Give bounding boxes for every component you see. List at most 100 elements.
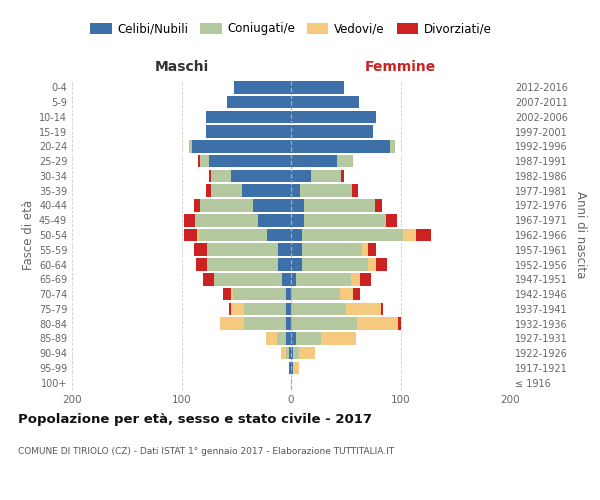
Bar [291,288,340,300]
Text: Femmine: Femmine [0,499,1,500]
Text: COMUNE DI TIRIOLO (CZ) - Dati ISTAT 1° gennaio 2017 - Elaborazione TUTTITALIA.IT: COMUNE DI TIRIOLO (CZ) - Dati ISTAT 1° g… [18,448,394,456]
Bar [416,228,431,241]
Bar [398,318,401,330]
Bar [291,214,304,226]
Bar [291,332,296,344]
Bar [266,332,277,344]
Bar [242,184,291,197]
Bar [203,273,214,285]
Bar [302,228,403,241]
Bar [200,155,209,168]
Bar [209,155,291,168]
Bar [291,244,302,256]
Bar [206,258,278,271]
Bar [291,140,389,152]
Bar [376,199,382,212]
Bar [291,126,373,138]
Bar [291,228,302,241]
Bar [206,126,291,138]
Bar [296,332,320,344]
Y-axis label: Fasce di età: Fasce di età [22,200,35,270]
Bar [211,170,231,182]
Bar [278,244,291,256]
Text: Popolazione per età, sesso e stato civile - 2017: Popolazione per età, sesso e stato civil… [18,412,372,426]
Bar [368,258,376,271]
Bar [286,332,291,344]
Bar [189,140,193,152]
Bar [209,170,211,182]
Bar [194,244,206,256]
Bar [346,302,381,315]
Bar [258,214,291,226]
Bar [253,199,291,212]
Bar [304,199,376,212]
Text: Maschi: Maschi [0,499,1,500]
Bar [304,214,386,226]
Legend: Celibi/Nubili, Coniugati/e, Vedovi/e, Divorziati/e: Celibi/Nubili, Coniugati/e, Vedovi/e, Di… [86,18,496,40]
Bar [376,258,388,271]
Bar [291,347,293,360]
Bar [231,288,233,300]
Bar [403,228,416,241]
Bar [277,332,286,344]
Bar [291,318,357,330]
Bar [291,96,359,108]
Bar [353,288,360,300]
Bar [291,81,344,94]
Bar [286,318,291,330]
Bar [278,258,291,271]
Bar [293,347,299,360]
Bar [311,170,341,182]
Bar [291,362,293,374]
Bar [291,170,311,182]
Bar [206,184,211,197]
Bar [234,81,291,94]
Bar [220,318,244,330]
Bar [386,214,397,226]
Bar [291,184,300,197]
Bar [351,273,360,285]
Bar [302,244,362,256]
Bar [381,302,383,315]
Bar [282,273,291,285]
Bar [291,273,296,285]
Bar [286,347,289,360]
Bar [357,318,398,330]
Bar [289,362,291,374]
Bar [229,302,231,315]
Bar [233,288,286,300]
Bar [286,302,291,315]
Bar [337,155,353,168]
Bar [291,199,304,212]
Bar [340,288,353,300]
Bar [286,288,291,300]
Bar [231,170,291,182]
Bar [211,184,242,197]
Bar [231,302,244,315]
Bar [194,199,200,212]
Bar [193,140,291,152]
Bar [267,228,291,241]
Bar [362,244,368,256]
Bar [281,347,286,360]
Bar [291,302,346,315]
Bar [352,184,358,197]
Bar [244,302,286,315]
Bar [206,110,291,123]
Y-axis label: Anni di nascita: Anni di nascita [574,192,587,278]
Bar [184,228,197,241]
Bar [214,273,282,285]
Bar [296,273,351,285]
Bar [227,96,291,108]
Bar [360,273,371,285]
Bar [244,318,286,330]
Bar [389,140,395,152]
Bar [291,110,376,123]
Text: Maschi: Maschi [154,60,209,74]
Bar [206,244,278,256]
Bar [291,155,337,168]
Text: Femmine: Femmine [365,60,436,74]
Bar [302,258,368,271]
Bar [341,170,344,182]
Bar [196,258,206,271]
